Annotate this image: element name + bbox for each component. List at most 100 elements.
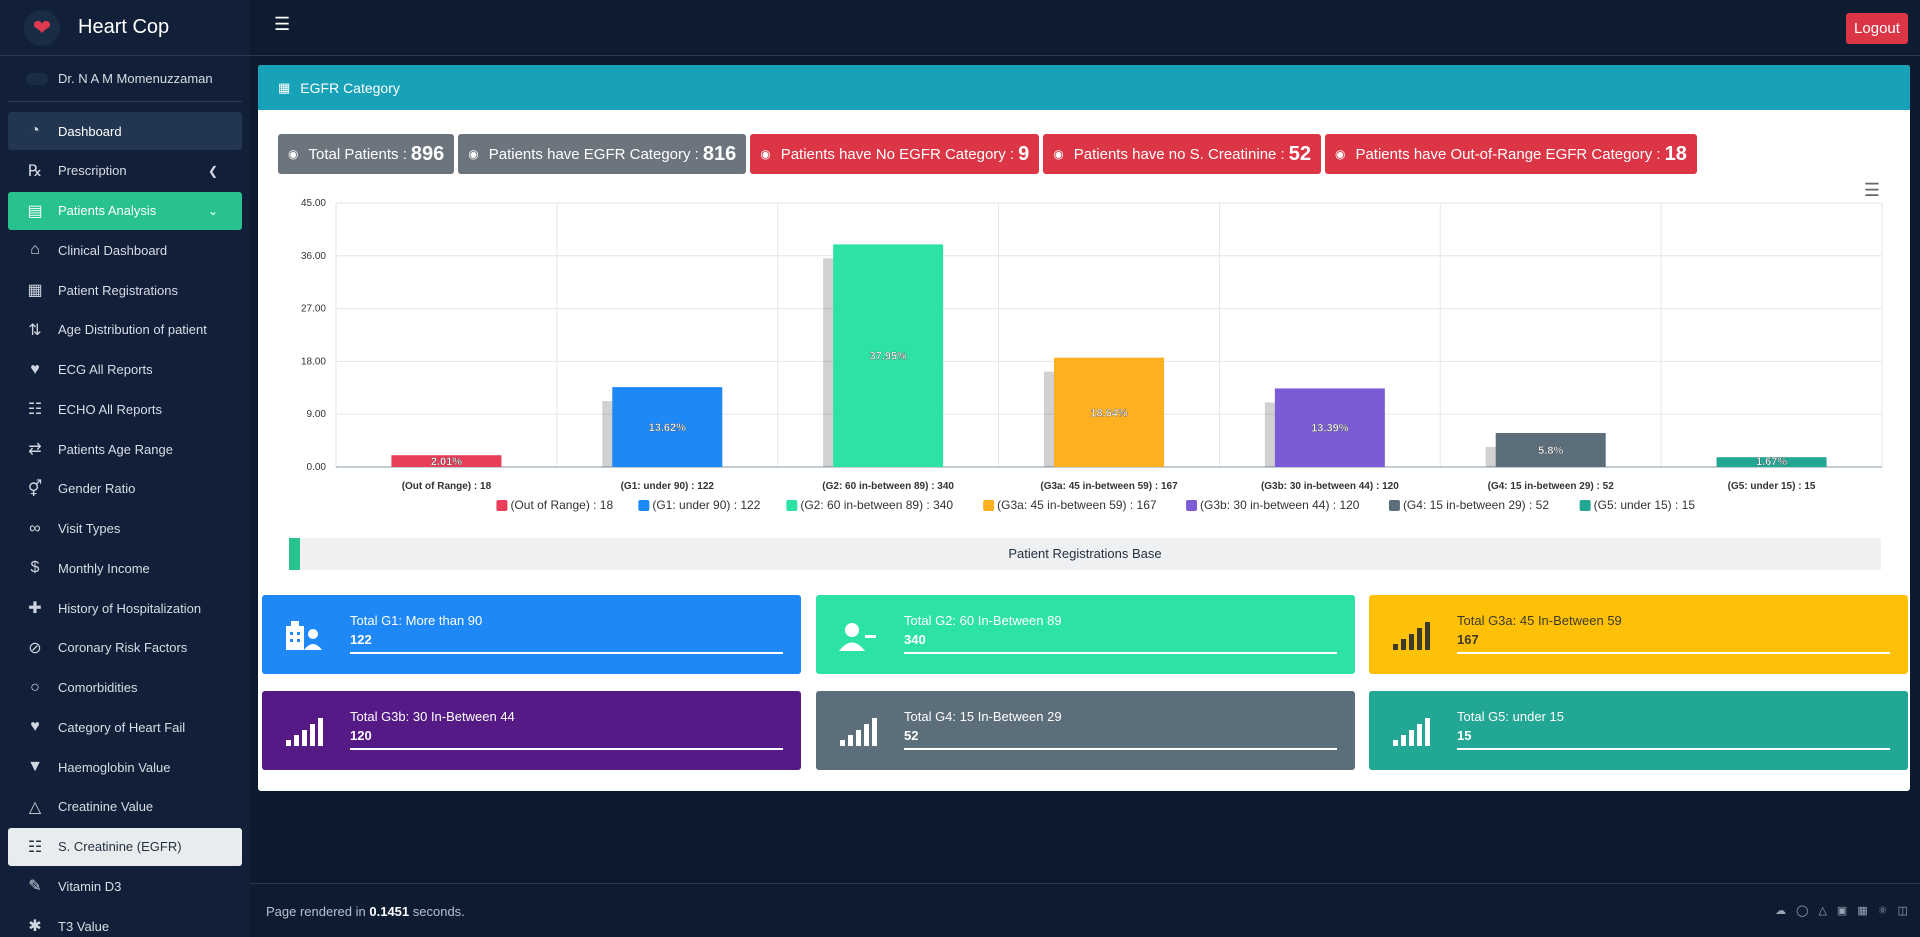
- heartbeat-icon: ♥: [30, 360, 40, 378]
- tile-g2[interactable]: Total G2: 60 In-Between 89 340: [816, 595, 1355, 674]
- sidebar-item-coronary-risk[interactable]: ⊘ Coronary Risk Factors: [8, 629, 242, 667]
- bar: [1274, 388, 1385, 467]
- tile-label: Total G2: 60 In-Between 89: [904, 613, 1062, 628]
- sidebar-item-label: Vitamin D3: [58, 878, 122, 894]
- sidebar-item-haemoglobin[interactable]: ▼ Haemoglobin Value: [8, 748, 242, 786]
- gitlab-icon: ▼: [27, 758, 43, 775]
- sidebar-item-patient-registrations[interactable]: ▦ Patient Registrations: [8, 271, 242, 309]
- badge-total-patients[interactable]: ◉ Total Patients :896: [278, 134, 455, 174]
- brand[interactable]: ❤ Heart Cop: [0, 0, 250, 56]
- sidebar-item-label: Creatinine Value: [58, 799, 154, 815]
- tile-label: Total G3a: 45 In-Between 59: [1457, 613, 1622, 628]
- hamburger-menu-icon[interactable]: ☰: [274, 14, 291, 34]
- sidebar-item-heart-fail[interactable]: ♥ Category of Heart Fail: [8, 708, 242, 746]
- tile-value: 120: [350, 728, 372, 743]
- tile-g4[interactable]: Total G4: 15 In-Between 29 52: [816, 691, 1355, 770]
- sidebar-item-label: Patients Analysis: [58, 203, 157, 218]
- badge-out-of-range[interactable]: ◉ Patients have Out-of-Range EGFR Categor…: [1324, 134, 1697, 174]
- logout-button[interactable]: Logout: [1846, 13, 1908, 44]
- sidebar-item-vitamin-d3[interactable]: ✎ Vitamin D3: [8, 867, 242, 905]
- sidebar-item-echo-reports[interactable]: ☷ ECHO All Reports: [8, 390, 242, 428]
- egfr-card: ▦ EGFR Category ◉ Total Patients :896 ◉ Pa…: [258, 65, 1910, 791]
- legend-swatch: [638, 500, 650, 511]
- badge-label: Patients have EGFR Category :: [488, 145, 699, 163]
- tile-g3a[interactable]: Total G3a: 45 In-Between 59 167: [1369, 595, 1908, 674]
- sidebar-item-comorbidities[interactable]: ○ Comorbidities: [8, 669, 242, 707]
- sidebar-item-patients-analysis[interactable]: ▤ Patients Analysis ⌄: [8, 191, 242, 230]
- sidebar-item-history-hospitalization[interactable]: ✚ History of Hospitalization: [8, 589, 242, 627]
- bar: [1495, 432, 1606, 467]
- bootstrap-icon: ▣: [1836, 905, 1848, 917]
- chevron-down-icon: ⌄: [207, 203, 218, 218]
- render-time-value: 0.1451: [369, 904, 410, 919]
- sidebar-item-creatinine[interactable]: △ Creatinine Value: [8, 788, 242, 826]
- sidebar-item-ecg-reports[interactable]: ♥ ECG All Reports: [8, 351, 242, 389]
- render-prefix: Page rendered in: [266, 904, 366, 919]
- eye-icon: ◉: [468, 147, 479, 161]
- sidebar-nav: ◔ Dashboard ℞ Prescription ❮ ▤ Patients Anal…: [0, 102, 250, 937]
- sidebar-item-dashboard[interactable]: ◔ Dashboard: [8, 112, 242, 150]
- user-panel[interactable]: Dr. N A M Momenuzzaman: [8, 56, 242, 102]
- x-tick-label: (G1: under 90) : 122: [621, 481, 715, 492]
- badge-value: 896: [410, 142, 445, 165]
- php-icon: ◯: [1796, 905, 1809, 917]
- sidebar-item-label: Dashboard: [58, 123, 122, 139]
- tile-g1[interactable]: Total G1: More than 90 122: [262, 595, 801, 674]
- x-tick-label: (G3b: 30 in-between 44) : 120: [1261, 481, 1399, 492]
- legend-item: (G1: under 90) : 122: [652, 498, 760, 512]
- x-tick-label: (G5: under 15) : 15: [1728, 481, 1816, 492]
- tile-label: Total G5: under 15: [1457, 709, 1564, 724]
- legend-item: (G2: 60 in-between 89) : 340: [800, 498, 953, 512]
- sidebar-item-label: Visit Types: [58, 521, 121, 536]
- badge-no-creatinine[interactable]: ◉ Patients have no S. Creatinine :52: [1043, 134, 1321, 174]
- heart-pulse-icon: ♥: [30, 718, 40, 736]
- x-tick-label: (G4: 15 in-between 29) : 52: [1488, 481, 1615, 492]
- tile-divider: [350, 652, 783, 654]
- project-diagram-icon: ☷: [27, 401, 43, 419]
- app-name: Heart Cop: [78, 16, 170, 38]
- badge-no-egfr-category[interactable]: ◉ Patients have No EGFR Category :9: [750, 134, 1040, 174]
- ban-icon: ⊘: [28, 639, 42, 657]
- sidebar-item-label: T3 Value: [58, 918, 110, 934]
- sidebar-item-clinical-dashboard[interactable]: ⌂ Clinical Dashboard: [8, 231, 242, 269]
- sidebar-item-gender-ratio[interactable]: ⚥ Gender Ratio: [8, 470, 242, 508]
- sidebar-item-age-range[interactable]: ⇄ Patients Age Range: [8, 430, 242, 468]
- tile-g5[interactable]: Total G5: under 15 15: [1369, 691, 1908, 770]
- render-suffix: seconds.: [412, 904, 465, 919]
- badge-value: 52: [1288, 142, 1311, 165]
- eye-icon: ◉: [760, 147, 771, 161]
- sidebar-item-visit-types[interactable]: ∞ Visit Types: [8, 510, 242, 548]
- bar: [1054, 357, 1164, 467]
- chart-file-icon: ▤: [27, 202, 43, 220]
- sidebar-item-s-creatinine-egfr[interactable]: ☷ S. Creatinine (EGFR): [8, 827, 242, 866]
- bar-shadow: [1264, 402, 1277, 467]
- tachometer-icon: ◔: [30, 122, 40, 139]
- bar: [612, 387, 723, 467]
- legend-swatch: [1579, 500, 1591, 511]
- legend-item: (Out of Range) : 18: [510, 498, 613, 512]
- bar-data-label: 37.95%: [869, 351, 907, 363]
- tile-divider: [904, 652, 1337, 654]
- tile-divider: [1457, 748, 1890, 750]
- y-tick-label: 36.00: [301, 251, 326, 262]
- angular-icon: △: [1818, 905, 1827, 917]
- asterisk-icon: ✱: [28, 918, 42, 935]
- sidebar-item-label: S. Creatinine (EGFR): [58, 839, 182, 854]
- chart-menu-icon[interactable]: ☰: [1863, 180, 1880, 200]
- tile-g3b[interactable]: Total G3b: 30 In-Between 44 120: [262, 691, 801, 770]
- legend-item: (G4: 15 in-between 29) : 52: [1403, 498, 1549, 512]
- sidebar-item-label: Patients Age Range: [58, 441, 173, 457]
- flask-icon: △: [28, 798, 42, 816]
- sidebar-item-t3-value[interactable]: ✱ T3 Value: [8, 907, 242, 937]
- tile-label: Total G3b: 30 In-Between 44: [350, 709, 515, 724]
- chevron-left-icon: ❮: [207, 163, 218, 178]
- sidebar-item-monthly-income[interactable]: $ Monthly Income: [8, 549, 242, 587]
- eye-icon: ◉: [288, 147, 299, 161]
- sidebar-item-age-distribution[interactable]: ⇅ Age Distribution of patient: [8, 311, 242, 349]
- sort-numeric-icon: ⇅: [28, 321, 42, 339]
- tile-label: Total G1: More than 90: [350, 613, 483, 628]
- badge-egfr-category[interactable]: ◉ Patients have EGFR Category :816: [458, 134, 747, 174]
- tile-value: 340: [904, 632, 926, 647]
- summary-badges: ◉ Total Patients :896 ◉ Patients have EGFR…: [278, 134, 1697, 174]
- sidebar-item-prescription[interactable]: ℞ Prescription ❮: [8, 152, 242, 190]
